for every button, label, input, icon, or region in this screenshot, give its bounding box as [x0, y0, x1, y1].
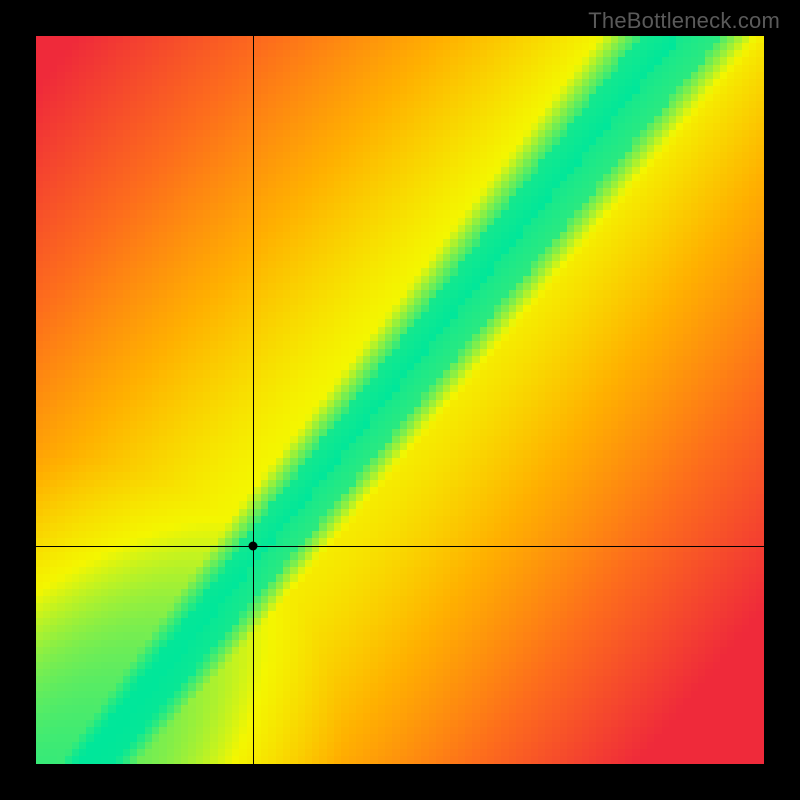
chart-frame: TheBottleneck.com [0, 0, 800, 800]
bottleneck-heatmap [36, 36, 764, 764]
watermark-text: TheBottleneck.com [588, 8, 780, 34]
plot-area [36, 36, 764, 764]
